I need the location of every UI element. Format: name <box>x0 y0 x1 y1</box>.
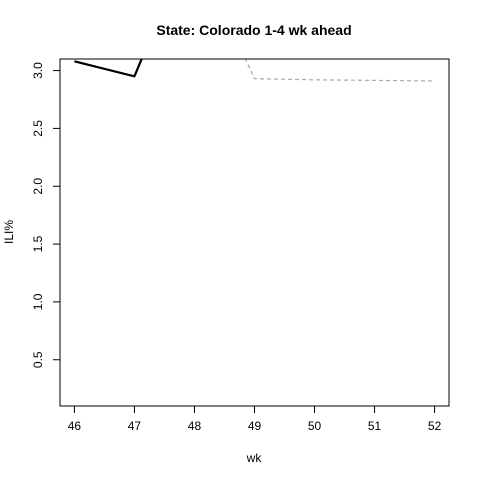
x-tick-label-50: 50 <box>308 419 322 433</box>
y-axis: 0.5 1.0 1.5 2.0 2.5 3.0 <box>31 62 60 368</box>
series-line-1 <box>74 59 143 78</box>
y-tick-label-1.0: 1.0 <box>31 293 45 310</box>
series-line-2 <box>244 59 435 82</box>
y-axis-label: ILI% <box>2 220 16 244</box>
x-tick-label-51: 51 <box>368 419 382 433</box>
x-axis-label: wk <box>246 451 263 465</box>
chart-title: State: Colorado 1-4 wk ahead <box>156 22 351 38</box>
x-axis: 46 47 48 49 50 51 52 <box>68 406 442 433</box>
x-tick-label-52: 52 <box>428 419 442 433</box>
x-tick-label-46: 46 <box>68 419 82 433</box>
y-tick-label-2.0: 2.0 <box>31 178 45 195</box>
plot-frame <box>59 58 450 407</box>
x-tick-label-48: 48 <box>188 419 202 433</box>
y-tick-label-0.5: 0.5 <box>31 351 45 368</box>
x-tick-label-47: 47 <box>128 419 142 433</box>
y-tick-label-2.5: 2.5 <box>31 120 45 137</box>
y-tick-label-1.5: 1.5 <box>31 235 45 252</box>
x-tick-label-49: 49 <box>248 419 262 433</box>
y-tick-label-3.0: 3.0 <box>31 62 45 79</box>
series-layer <box>74 59 435 82</box>
